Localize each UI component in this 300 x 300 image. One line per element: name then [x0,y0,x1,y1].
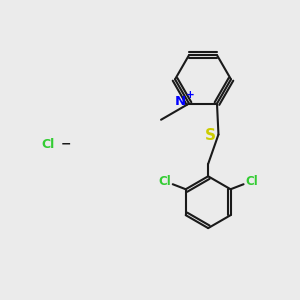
Text: +: + [186,90,195,100]
Text: S: S [205,128,216,143]
Text: Cl: Cl [245,175,258,188]
Text: −: − [61,138,71,151]
Text: Cl: Cl [158,175,171,188]
Text: N: N [175,95,186,108]
Text: Cl: Cl [42,138,55,151]
